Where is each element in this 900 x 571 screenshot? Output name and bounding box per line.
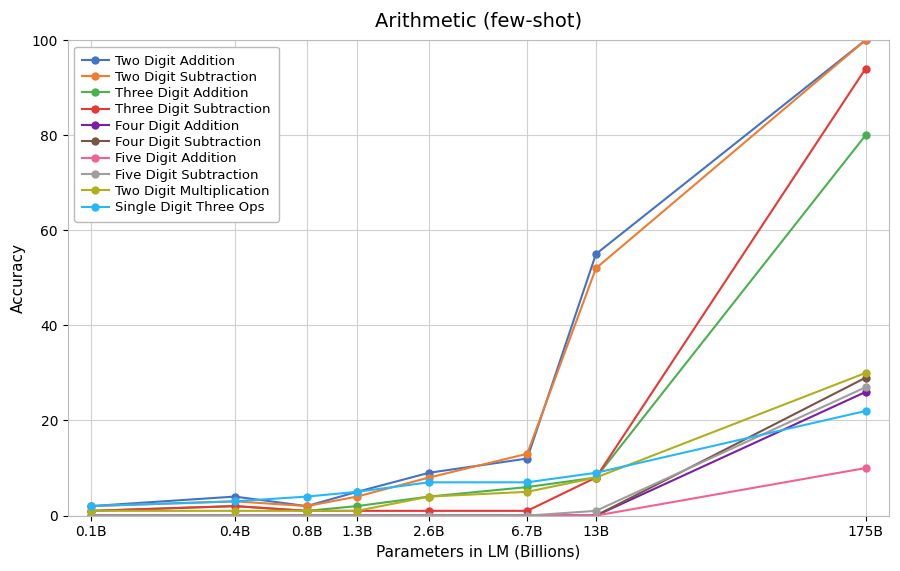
Five Digit Subtraction [86, 512, 96, 519]
Five Digit Addition [302, 512, 312, 519]
Five Digit Addition [86, 512, 96, 519]
Four Digit Addition [86, 512, 96, 519]
Two Digit Multiplication [522, 488, 533, 495]
Five Digit Addition [424, 512, 435, 519]
Two Digit Subtraction [352, 493, 363, 500]
Two Digit Subtraction [860, 37, 871, 43]
Two Digit Addition [230, 493, 240, 500]
Four Digit Addition [522, 512, 533, 519]
Three Digit Addition [590, 474, 601, 481]
Two Digit Addition [86, 502, 96, 509]
X-axis label: Parameters in LM (Billions): Parameters in LM (Billions) [376, 545, 580, 560]
Two Digit Multiplication [230, 508, 240, 514]
Y-axis label: Accuracy: Accuracy [11, 243, 26, 313]
Five Digit Subtraction [352, 512, 363, 519]
Single Digit Three Ops [230, 498, 240, 505]
Five Digit Addition [522, 512, 533, 519]
Single Digit Three Ops [86, 502, 96, 509]
Five Digit Subtraction [230, 512, 240, 519]
Legend: Two Digit Addition, Two Digit Subtraction, Three Digit Addition, Three Digit Sub: Two Digit Addition, Two Digit Subtractio… [75, 47, 279, 222]
Two Digit Addition [424, 469, 435, 476]
Four Digit Subtraction [230, 512, 240, 519]
Five Digit Subtraction [424, 512, 435, 519]
Two Digit Subtraction [302, 502, 312, 509]
Five Digit Addition [860, 465, 871, 472]
Four Digit Addition [302, 512, 312, 519]
Single Digit Three Ops [860, 408, 871, 415]
Title: Arithmetic (few-shot): Arithmetic (few-shot) [374, 11, 582, 30]
Two Digit Subtraction [424, 474, 435, 481]
Five Digit Subtraction [522, 512, 533, 519]
Two Digit Subtraction [590, 265, 601, 272]
Three Digit Addition [424, 493, 435, 500]
Two Digit Multiplication [86, 508, 96, 514]
Three Digit Subtraction [590, 474, 601, 481]
Single Digit Three Ops [352, 488, 363, 495]
Four Digit Subtraction [424, 512, 435, 519]
Single Digit Three Ops [424, 479, 435, 486]
Three Digit Subtraction [302, 508, 312, 514]
Four Digit Subtraction [302, 512, 312, 519]
Line: Five Digit Addition: Five Digit Addition [87, 465, 869, 519]
Four Digit Addition [424, 512, 435, 519]
Line: Five Digit Subtraction: Five Digit Subtraction [87, 384, 869, 519]
Three Digit Addition [86, 508, 96, 514]
Single Digit Three Ops [590, 469, 601, 476]
Five Digit Addition [352, 512, 363, 519]
Two Digit Multiplication [352, 508, 363, 514]
Four Digit Subtraction [522, 512, 533, 519]
Three Digit Addition [352, 502, 363, 509]
Three Digit Subtraction [352, 508, 363, 514]
Line: Four Digit Addition: Four Digit Addition [87, 388, 869, 519]
Three Digit Addition [302, 508, 312, 514]
Two Digit Addition [352, 488, 363, 495]
Four Digit Subtraction [352, 512, 363, 519]
Line: Single Digit Three Ops: Single Digit Three Ops [87, 408, 869, 509]
Two Digit Subtraction [230, 498, 240, 505]
Four Digit Subtraction [590, 512, 601, 519]
Four Digit Addition [590, 512, 601, 519]
Two Digit Addition [860, 37, 871, 43]
Five Digit Subtraction [590, 508, 601, 514]
Line: Two Digit Subtraction: Two Digit Subtraction [87, 37, 869, 509]
Line: Two Digit Multiplication: Two Digit Multiplication [87, 369, 869, 514]
Five Digit Subtraction [860, 384, 871, 391]
Two Digit Addition [590, 251, 601, 258]
Three Digit Addition [860, 132, 871, 139]
Five Digit Addition [230, 512, 240, 519]
Four Digit Addition [352, 512, 363, 519]
Four Digit Subtraction [860, 374, 871, 381]
Two Digit Subtraction [86, 502, 96, 509]
Four Digit Addition [230, 512, 240, 519]
Three Digit Subtraction [860, 65, 871, 72]
Two Digit Subtraction [522, 451, 533, 457]
Line: Two Digit Addition: Two Digit Addition [87, 37, 869, 509]
Four Digit Addition [860, 388, 871, 395]
Five Digit Subtraction [302, 512, 312, 519]
Single Digit Three Ops [522, 479, 533, 486]
Two Digit Multiplication [424, 493, 435, 500]
Five Digit Addition [590, 512, 601, 519]
Line: Four Digit Subtraction: Four Digit Subtraction [87, 374, 869, 519]
Line: Three Digit Subtraction: Three Digit Subtraction [87, 65, 869, 514]
Three Digit Subtraction [230, 502, 240, 509]
Three Digit Subtraction [522, 508, 533, 514]
Two Digit Multiplication [860, 369, 871, 376]
Two Digit Multiplication [590, 474, 601, 481]
Three Digit Addition [522, 484, 533, 490]
Two Digit Addition [302, 502, 312, 509]
Three Digit Addition [230, 502, 240, 509]
Two Digit Multiplication [302, 508, 312, 514]
Two Digit Addition [522, 455, 533, 462]
Four Digit Subtraction [86, 512, 96, 519]
Single Digit Three Ops [302, 493, 312, 500]
Line: Three Digit Addition: Three Digit Addition [87, 132, 869, 514]
Three Digit Subtraction [424, 508, 435, 514]
Three Digit Subtraction [86, 508, 96, 514]
